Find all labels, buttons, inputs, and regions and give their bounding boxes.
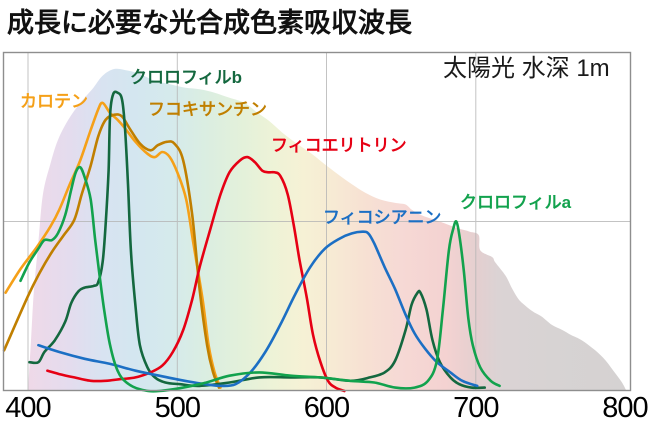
label-phycocyanin: フィコシアニン xyxy=(323,208,442,227)
sunlight-depth-annotation: 太陽光 水深 1m xyxy=(443,55,610,82)
label-fucoxanthin: フコキサンチン xyxy=(148,100,267,119)
label-carotene: カロテン xyxy=(20,92,88,111)
x-tick-800: 800 xyxy=(602,392,648,424)
x-tick-600: 600 xyxy=(303,392,350,424)
curve-phycocyanin xyxy=(37,230,479,388)
x-tick-500: 500 xyxy=(154,392,201,424)
label-chlorophyll-a: クロロフィルa xyxy=(460,193,572,212)
x-tick-700: 700 xyxy=(453,392,499,424)
curve-fucoxanthin xyxy=(2,113,221,389)
sunlight-spectrum-area xyxy=(28,68,627,391)
curve-chlorophyll-a xyxy=(19,165,501,393)
label-phycoerythrin: フィコエリトリン xyxy=(271,136,407,155)
x-tick-400: 400 xyxy=(5,392,51,424)
label-chlorophyll-b: クロロフィルb xyxy=(130,68,243,87)
plot-border xyxy=(2,51,632,392)
page-title: 成長に必要な光合成色素吸収波長 xyxy=(7,8,412,38)
gridlines xyxy=(3,52,631,391)
